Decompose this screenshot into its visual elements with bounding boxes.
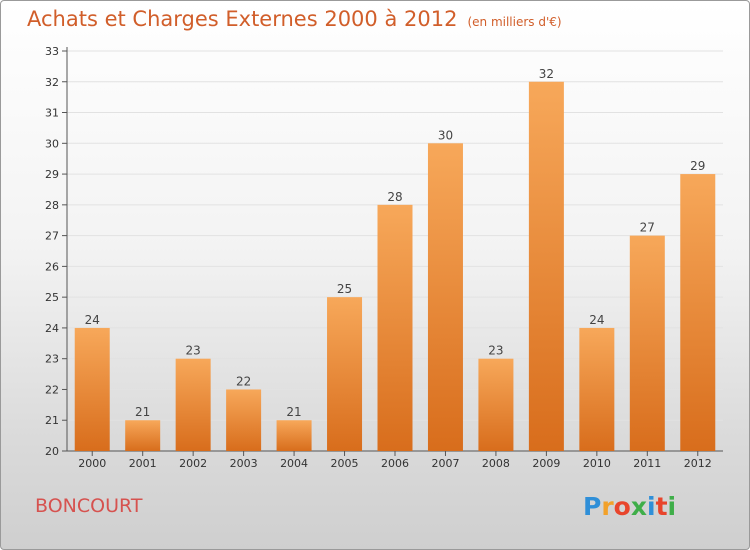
x-tick-label: 2000 <box>78 457 106 470</box>
y-tick-label: 32 <box>45 76 59 89</box>
x-tick-label: 2005 <box>331 457 359 470</box>
y-tick-label: 24 <box>45 322 59 335</box>
y-tick-label: 28 <box>45 199 59 212</box>
y-tick-label: 21 <box>45 414 59 427</box>
y-tick-label: 26 <box>45 260 59 273</box>
data-label: 29 <box>690 159 705 173</box>
data-label: 27 <box>640 221 655 235</box>
x-tick-label: 2010 <box>583 457 611 470</box>
data-label: 22 <box>236 374 251 388</box>
bar-2011 <box>629 235 665 451</box>
data-labels: 24 21 23 22 21 25 28 30 23 32 24 27 29 <box>85 67 706 419</box>
bar-2007 <box>427 143 463 452</box>
y-tick-label: 23 <box>45 353 59 366</box>
x-tick-label: 2011 <box>633 457 661 470</box>
bars <box>74 81 716 452</box>
x-tick-label: 2002 <box>179 457 207 470</box>
commune-name: BONCOURT <box>35 495 143 517</box>
bar-2001 <box>125 420 161 451</box>
bar-2012 <box>680 174 716 452</box>
y-tick-label: 29 <box>45 168 59 181</box>
y-tick-label: 30 <box>45 137 59 150</box>
data-label: 21 <box>286 405 301 419</box>
bar-2010 <box>579 327 615 451</box>
data-label: 21 <box>135 405 150 419</box>
y-tick-label: 33 <box>45 45 59 58</box>
proxiti-logo: Proxiti <box>583 492 677 521</box>
data-label: 23 <box>186 344 201 358</box>
y-tick-label: 31 <box>45 107 59 120</box>
bar-2008 <box>478 358 514 451</box>
title-unit: (en milliers d'€) <box>467 15 562 29</box>
y-tick-label: 22 <box>45 383 59 396</box>
x-tick-label: 2003 <box>230 457 258 470</box>
data-label: 28 <box>387 190 402 204</box>
data-label: 24 <box>589 313 604 327</box>
data-label: 32 <box>539 67 554 81</box>
x-tick-label: 2012 <box>684 457 712 470</box>
y-tick-label: 27 <box>45 230 59 243</box>
data-label: 25 <box>337 282 352 296</box>
chart-title: Achats et Charges Externes 2000 à 2012 (e… <box>27 7 562 31</box>
bar-2003 <box>226 389 262 451</box>
x-tick-label: 2009 <box>532 457 560 470</box>
data-label: 30 <box>438 128 453 142</box>
bar-2000 <box>74 327 110 451</box>
data-label: 23 <box>488 344 503 358</box>
bar-2005 <box>327 297 363 451</box>
bar-2006 <box>377 204 413 451</box>
axes: 20 21 22 23 24 25 26 27 28 29 30 31 32 33 2000 2001 2002… <box>45 45 723 470</box>
x-tick-label: 2004 <box>280 457 308 470</box>
x-tick-label: 2006 <box>381 457 409 470</box>
y-tick-label: 25 <box>45 291 59 304</box>
x-tick-label: 2008 <box>482 457 510 470</box>
title-main: Achats et Charges Externes 2000 à 2012 <box>27 7 458 31</box>
bar-2004 <box>276 420 312 451</box>
x-tick-label: 2007 <box>431 457 459 470</box>
x-tick-label: 2001 <box>129 457 157 470</box>
bar-2002 <box>175 358 211 451</box>
bar-2009 <box>528 81 564 452</box>
y-tick-label: 20 <box>45 445 59 458</box>
data-label: 24 <box>85 313 100 327</box>
